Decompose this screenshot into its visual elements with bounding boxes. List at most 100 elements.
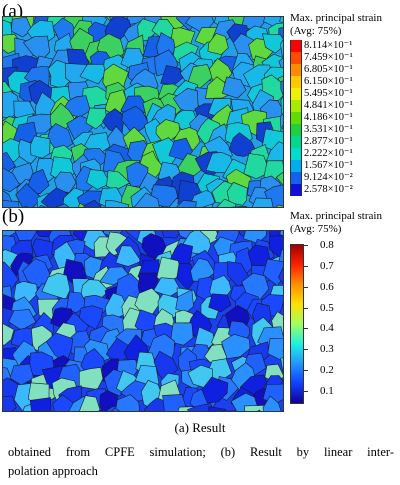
- panel-a-legend-value: 4.186×10⁻¹: [304, 112, 353, 123]
- panel-b-colorbar-tick-mark: [303, 286, 308, 288]
- panel-a-legend-row: 8.114×10⁻¹: [290, 40, 400, 52]
- panel-b-colorbar-tick-label: 0.3: [320, 343, 334, 356]
- grain-cell: [115, 394, 140, 411]
- panel-b-colorbar-tick-label: 0.5: [320, 301, 334, 314]
- grain-cell: [83, 199, 102, 207]
- body-paragraph-line2: polation approach: [8, 464, 98, 478]
- panel-b-colorbar-tick-mark: [303, 328, 308, 330]
- figure-caption: (a) Result: [174, 420, 226, 435]
- grain-cell: [280, 80, 283, 97]
- grain-cell: [262, 33, 283, 54]
- panel-a-legend-row: 6.805×10⁻¹: [290, 64, 400, 76]
- grain-cell: [99, 390, 120, 411]
- panel-b-label: (b): [2, 206, 25, 227]
- grain-cell: [262, 383, 283, 404]
- panel-a-legend-swatch: [290, 124, 302, 136]
- panel-b-colorbar-tick-label: 0.4: [320, 322, 334, 335]
- panel-b-legend-title-line2: (Avg: 75%): [290, 222, 342, 235]
- panel-a-legend-value: 2.578×10⁻²: [304, 184, 353, 195]
- grain-cell: [275, 204, 283, 207]
- panel-a-legend-value: 8.114×10⁻¹: [304, 40, 353, 51]
- panel-a-legend-value: 6.150×10⁻¹: [304, 76, 353, 87]
- grain-cell: [9, 363, 35, 386]
- panel-a-legend-swatch: [290, 160, 302, 172]
- grain-cell: [161, 231, 181, 239]
- panel-b-strain-map: [2, 230, 284, 412]
- panel-a-legend-swatch: [290, 76, 302, 88]
- panel-a-legend-value: 4.841×10⁻¹: [304, 100, 353, 111]
- grain-cell: [221, 76, 247, 99]
- panel-a-legend-value: 2.877×10⁻¹: [304, 136, 353, 147]
- grain-cell: [38, 204, 47, 207]
- grain-cell: [281, 124, 283, 129]
- grain-cell: [280, 39, 283, 57]
- grain-cell: [251, 197, 274, 207]
- panel-a-legend-title-line1: Max. principal strain: [290, 12, 382, 24]
- panel-a-legend-title: Max. principal strain (Avg: 75%): [290, 12, 382, 37]
- grain-cell: [243, 153, 271, 180]
- grain-cell: [55, 203, 70, 207]
- grain-cell: [170, 322, 194, 346]
- panel-a-legend-swatch: [290, 172, 302, 184]
- grain-cell: [52, 394, 76, 411]
- panel-a-legend-row: 4.186×10⁻¹: [290, 112, 400, 124]
- grain-cell: [267, 338, 283, 362]
- grain-cell: [280, 95, 283, 115]
- panel-a-legend-swatch: [290, 40, 302, 52]
- panel-a-legend-value: 1.567×10⁻¹: [304, 160, 353, 171]
- panel-a-legend-swatch: [290, 52, 302, 64]
- panel-a-legend-row: 6.150×10⁻¹: [290, 76, 400, 88]
- panel-a-grain-field: [3, 17, 283, 207]
- panel-b-colorbar-tick-mark: [303, 307, 308, 309]
- grain-cell: [160, 65, 184, 86]
- grain-cell: [99, 266, 131, 286]
- panel-b-colorbar-tick-label: 0.2: [320, 364, 334, 377]
- grain-cell: [29, 397, 52, 411]
- panel-b-colorbar-tick-mark: [303, 349, 308, 351]
- panel-b-colorbar-tick-label: 0.6: [320, 280, 334, 293]
- grain-cell: [3, 395, 17, 411]
- grain-cell: [262, 395, 282, 411]
- panel-a-legend-swatch: [290, 184, 302, 196]
- panel-a-legend-value: 3.531×10⁻¹: [304, 124, 353, 135]
- grain-cell: [115, 245, 142, 267]
- grain-cell: [201, 203, 213, 207]
- panel-a-legend-swatch: [290, 88, 302, 100]
- panel-a-legend-row: 2.222×10⁻¹: [290, 148, 400, 160]
- panel-a-legend-row: 5.495×10⁻¹: [290, 88, 400, 100]
- panel-a-legend-swatch: [290, 64, 302, 76]
- grain-cell: [257, 409, 261, 411]
- panel-b-colorbar-tick-mark: [303, 265, 308, 267]
- grain-cell: [221, 333, 251, 360]
- grain-cell: [279, 231, 283, 236]
- grain-cell: [22, 258, 53, 288]
- body-paragraph: obtained from CPFE simulation; (b) Resul…: [8, 443, 394, 481]
- panel-b-colorbar-tick-label: 0.8: [320, 239, 334, 251]
- panel-a-legend-value: 2.222×10⁻¹: [304, 148, 353, 159]
- grain-cell: [208, 406, 228, 411]
- panel-a-strain-map: [2, 16, 284, 208]
- grain-cell: [216, 198, 237, 207]
- panel-a-legend-value: 7.459×10⁻¹: [304, 52, 353, 63]
- grain-cell: [134, 192, 160, 207]
- panel-a-legend-row: 4.841×10⁻¹: [290, 100, 400, 112]
- grain-cell: [78, 305, 103, 330]
- grain-cell: [275, 171, 283, 186]
- grain-cell: [280, 357, 283, 372]
- grain-cell: [86, 169, 111, 190]
- grain-cell: [161, 205, 169, 207]
- panel-b-legend-title-line1: Max. principal strain: [290, 210, 382, 222]
- grain-cell: [15, 182, 44, 207]
- grain-cell: [187, 64, 214, 90]
- grain-cell: [3, 323, 15, 346]
- grain-cell: [226, 181, 248, 206]
- panel-b-grain-field: [3, 231, 283, 411]
- grain-cell: [79, 395, 101, 411]
- grain-cell: [3, 167, 20, 193]
- panel-a-legend-row: 1.567×10⁻¹: [290, 160, 400, 172]
- grain-cell: [23, 205, 29, 207]
- grain-cell: [104, 199, 130, 207]
- grain-cell: [207, 32, 229, 55]
- panel-a-legend-swatch: [290, 148, 302, 160]
- panel-b-colorbar-tick-mark: [303, 245, 308, 246]
